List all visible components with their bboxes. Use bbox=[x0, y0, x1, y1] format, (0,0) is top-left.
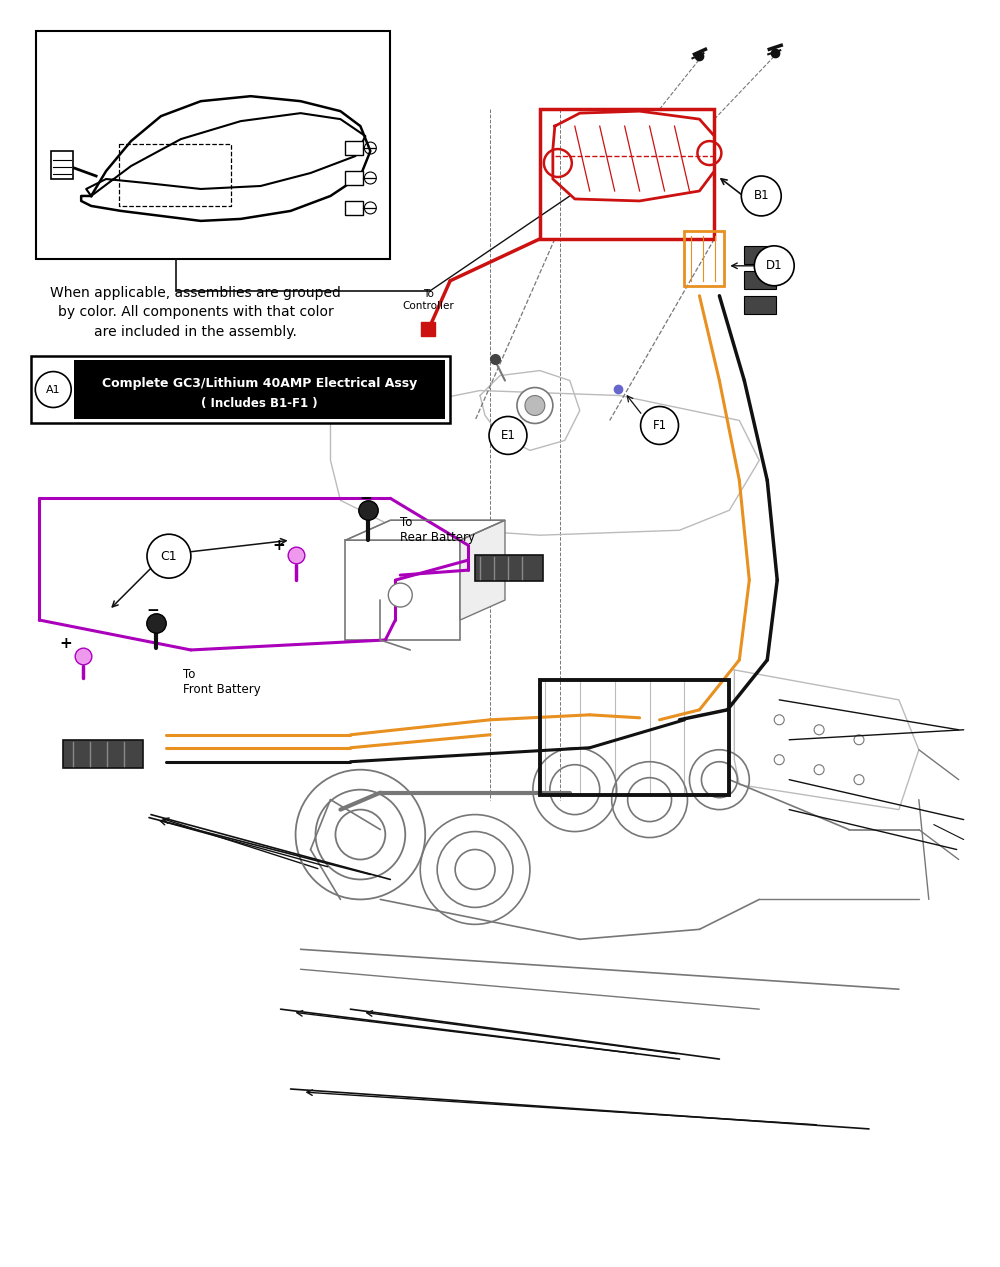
Text: A1: A1 bbox=[46, 385, 61, 394]
Text: +: + bbox=[272, 537, 285, 552]
Bar bbox=[36, 32, 390, 258]
Circle shape bbox=[754, 246, 794, 286]
Text: ( Includes B1-F1 ): ( Includes B1-F1 ) bbox=[201, 397, 318, 411]
Text: When applicable, assemblies are grouped
by color. All components with that color: When applicable, assemblies are grouped … bbox=[50, 286, 341, 338]
Text: F1: F1 bbox=[652, 419, 667, 432]
Bar bbox=[475, 555, 543, 582]
Text: −: − bbox=[359, 490, 372, 506]
Bar bbox=[345, 141, 363, 155]
Polygon shape bbox=[345, 521, 505, 540]
Text: E1: E1 bbox=[501, 430, 515, 442]
Bar bbox=[540, 109, 714, 239]
Bar bbox=[345, 201, 363, 215]
Circle shape bbox=[489, 417, 527, 455]
Circle shape bbox=[741, 176, 781, 215]
Circle shape bbox=[517, 388, 553, 423]
Bar bbox=[345, 540, 460, 640]
Bar bbox=[540, 680, 729, 794]
Circle shape bbox=[641, 407, 679, 445]
Bar bbox=[744, 246, 776, 264]
Bar bbox=[74, 360, 445, 419]
Bar bbox=[744, 271, 776, 289]
Circle shape bbox=[525, 395, 545, 416]
Bar bbox=[345, 171, 363, 185]
Text: To
Rear Battery: To Rear Battery bbox=[400, 516, 475, 545]
Text: +: + bbox=[60, 636, 73, 651]
Text: D1: D1 bbox=[766, 260, 783, 272]
Circle shape bbox=[388, 583, 412, 607]
Text: C1: C1 bbox=[161, 550, 177, 563]
Bar bbox=[684, 231, 724, 286]
Bar bbox=[744, 295, 776, 314]
Text: B1: B1 bbox=[753, 190, 769, 203]
Bar bbox=[31, 356, 450, 423]
Bar bbox=[51, 151, 73, 179]
Text: Complete GC3/Lithium 40AMP Electrical Assy: Complete GC3/Lithium 40AMP Electrical As… bbox=[102, 378, 417, 390]
Text: To
Controller: To Controller bbox=[402, 289, 454, 310]
Text: To
Front Battery: To Front Battery bbox=[183, 668, 261, 696]
Bar bbox=[63, 740, 143, 768]
Circle shape bbox=[35, 371, 71, 408]
Polygon shape bbox=[460, 521, 505, 620]
Circle shape bbox=[147, 535, 191, 578]
Text: −: − bbox=[147, 603, 159, 617]
